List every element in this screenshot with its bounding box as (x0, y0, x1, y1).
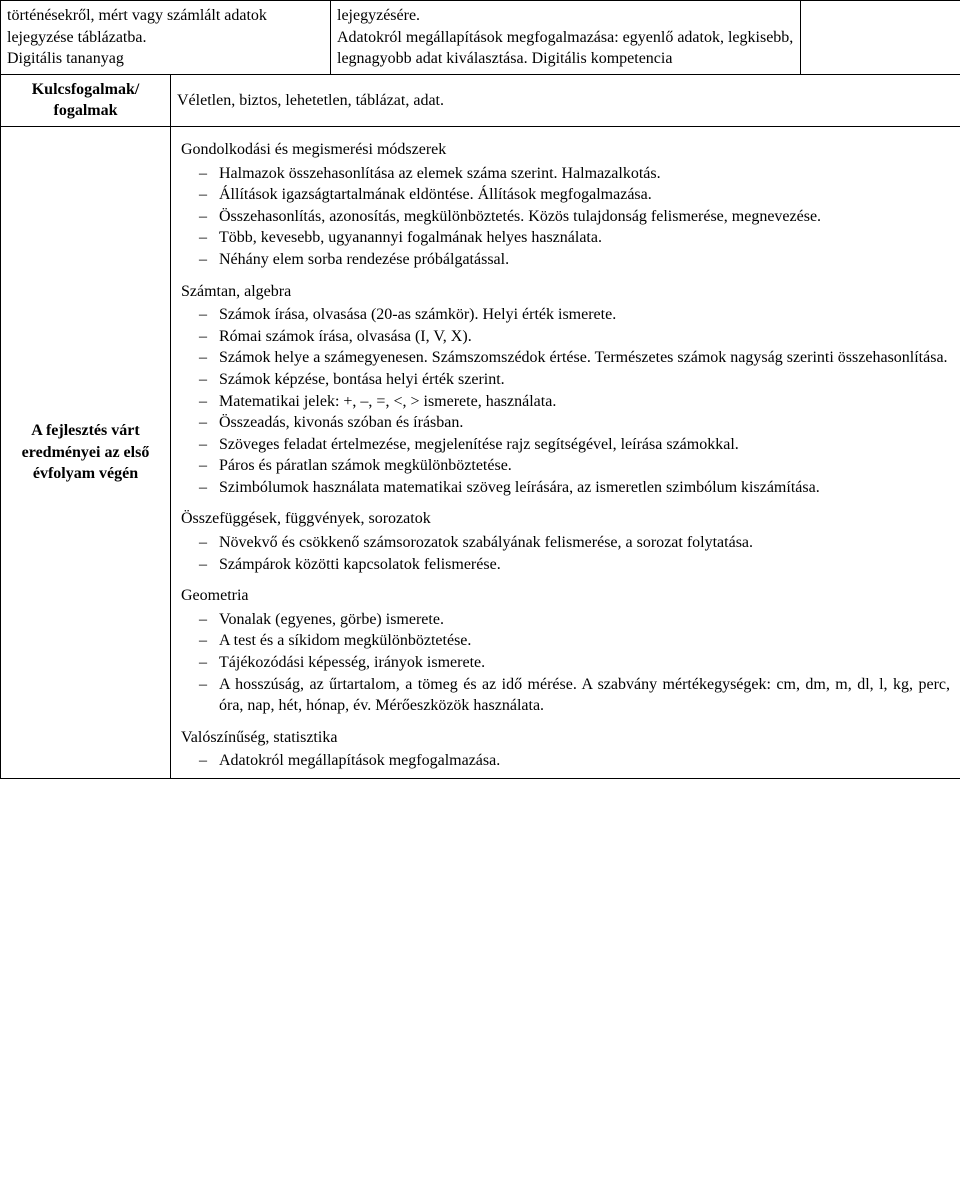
list-item: Halmazok összehasonlítása az elemek szám… (181, 163, 950, 185)
list-item: A test és a síkidom megkülönböztetése. (181, 630, 950, 652)
section-heading-geometria: Geometria (181, 585, 950, 607)
fejlesztes-label: A fejlesztés várt eredményei az első évf… (22, 422, 150, 482)
list-szamtan: Számok írása, olvasása (20-as számkör). … (181, 304, 950, 498)
curriculum-table: történésekről, mért vagy számlált adatok… (0, 0, 960, 779)
row1-left-text: történésekről, mért vagy számlált adatok… (7, 5, 324, 70)
list-geometria: Vonalak (egyenes, görbe) ismerete. A tes… (181, 609, 950, 717)
fejlesztes-label-cell: A fejlesztés várt eredményei az első évf… (1, 126, 171, 778)
list-item: Vonalak (egyenes, görbe) ismerete. (181, 609, 950, 631)
list-gondolkodasi: Halmazok összehasonlítása az elemek szám… (181, 163, 950, 271)
list-item: Néhány elem sorba rendezése próbálgatáss… (181, 249, 950, 271)
list-item: Növekvő és csökkenő számsorozatok szabál… (181, 532, 950, 554)
section-heading-gondolkodasi: Gondolkodási és megismerési módszerek (181, 139, 950, 161)
row1-mid-cell: lejegyzésére.Adatokról megállapítások me… (331, 1, 801, 75)
list-item: Szimbólumok használata matematikai szöve… (181, 477, 950, 499)
list-item: Szöveges feladat értelmezése, megjelenít… (181, 434, 950, 456)
list-item: Állítások igazságtartalmának eldöntése. … (181, 184, 950, 206)
list-item: Tájékozódási képesség, irányok ismerete. (181, 652, 950, 674)
section-heading-osszefuggesek: Összefüggések, függvények, sorozatok (181, 508, 950, 530)
list-valoszinuseg: Adatokról megállapítások megfogalmazása. (181, 750, 950, 772)
kulcsfogalmak-value-cell: Véletlen, biztos, lehetetlen, táblázat, … (171, 74, 960, 126)
list-item: Számok írása, olvasása (20-as számkör). … (181, 304, 950, 326)
list-item: Matematikai jelek: +, –, =, <, > ismeret… (181, 391, 950, 413)
list-item: Számok képzése, bontása helyi érték szer… (181, 369, 950, 391)
list-item: Összehasonlítás, azonosítás, megkülönböz… (181, 206, 950, 228)
page: történésekről, mért vagy számlált adatok… (0, 0, 960, 779)
list-osszefuggesek: Növekvő és csökkenő számsorozatok szabál… (181, 532, 950, 575)
kulcsfogalmak-label-text: Kulcsfogalmak/fogalmak (32, 81, 140, 120)
list-item: Összeadás, kivonás szóban és írásban. (181, 412, 950, 434)
kulcsfogalmak-value: Véletlen, biztos, lehetetlen, táblázat, … (177, 92, 444, 109)
section-heading-szamtan: Számtan, algebra (181, 281, 950, 303)
list-item: Számok helye a számegyenesen. Számszomsz… (181, 347, 950, 369)
row1-left-cell: történésekről, mért vagy számlált adatok… (1, 1, 331, 75)
row1-mid-text: lejegyzésére.Adatokról megállapítások me… (337, 5, 794, 70)
table-row: A fejlesztés várt eredményei az első évf… (1, 126, 960, 778)
list-item: A hosszúság, az űrtartalom, a tömeg és a… (181, 674, 950, 717)
list-item: Adatokról megállapítások megfogalmazása. (181, 750, 950, 772)
table-row: történésekről, mért vagy számlált adatok… (1, 1, 960, 75)
list-item: Számpárok közötti kapcsolatok felismerés… (181, 554, 950, 576)
table-row: Kulcsfogalmak/fogalmak Véletlen, biztos,… (1, 74, 960, 126)
section-heading-valoszinuseg: Valószínűség, statisztika (181, 727, 950, 749)
kulcsfogalmak-label: Kulcsfogalmak/fogalmak (1, 74, 171, 126)
fejlesztes-content-cell: Gondolkodási és megismerési módszerek Ha… (171, 126, 960, 778)
row1-right-cell (801, 1, 960, 75)
list-item: Római számok írása, olvasása (I, V, X). (181, 326, 950, 348)
list-item: Páros és páratlan számok megkülönbözteté… (181, 455, 950, 477)
list-item: Több, kevesebb, ugyanannyi fogalmának he… (181, 227, 950, 249)
